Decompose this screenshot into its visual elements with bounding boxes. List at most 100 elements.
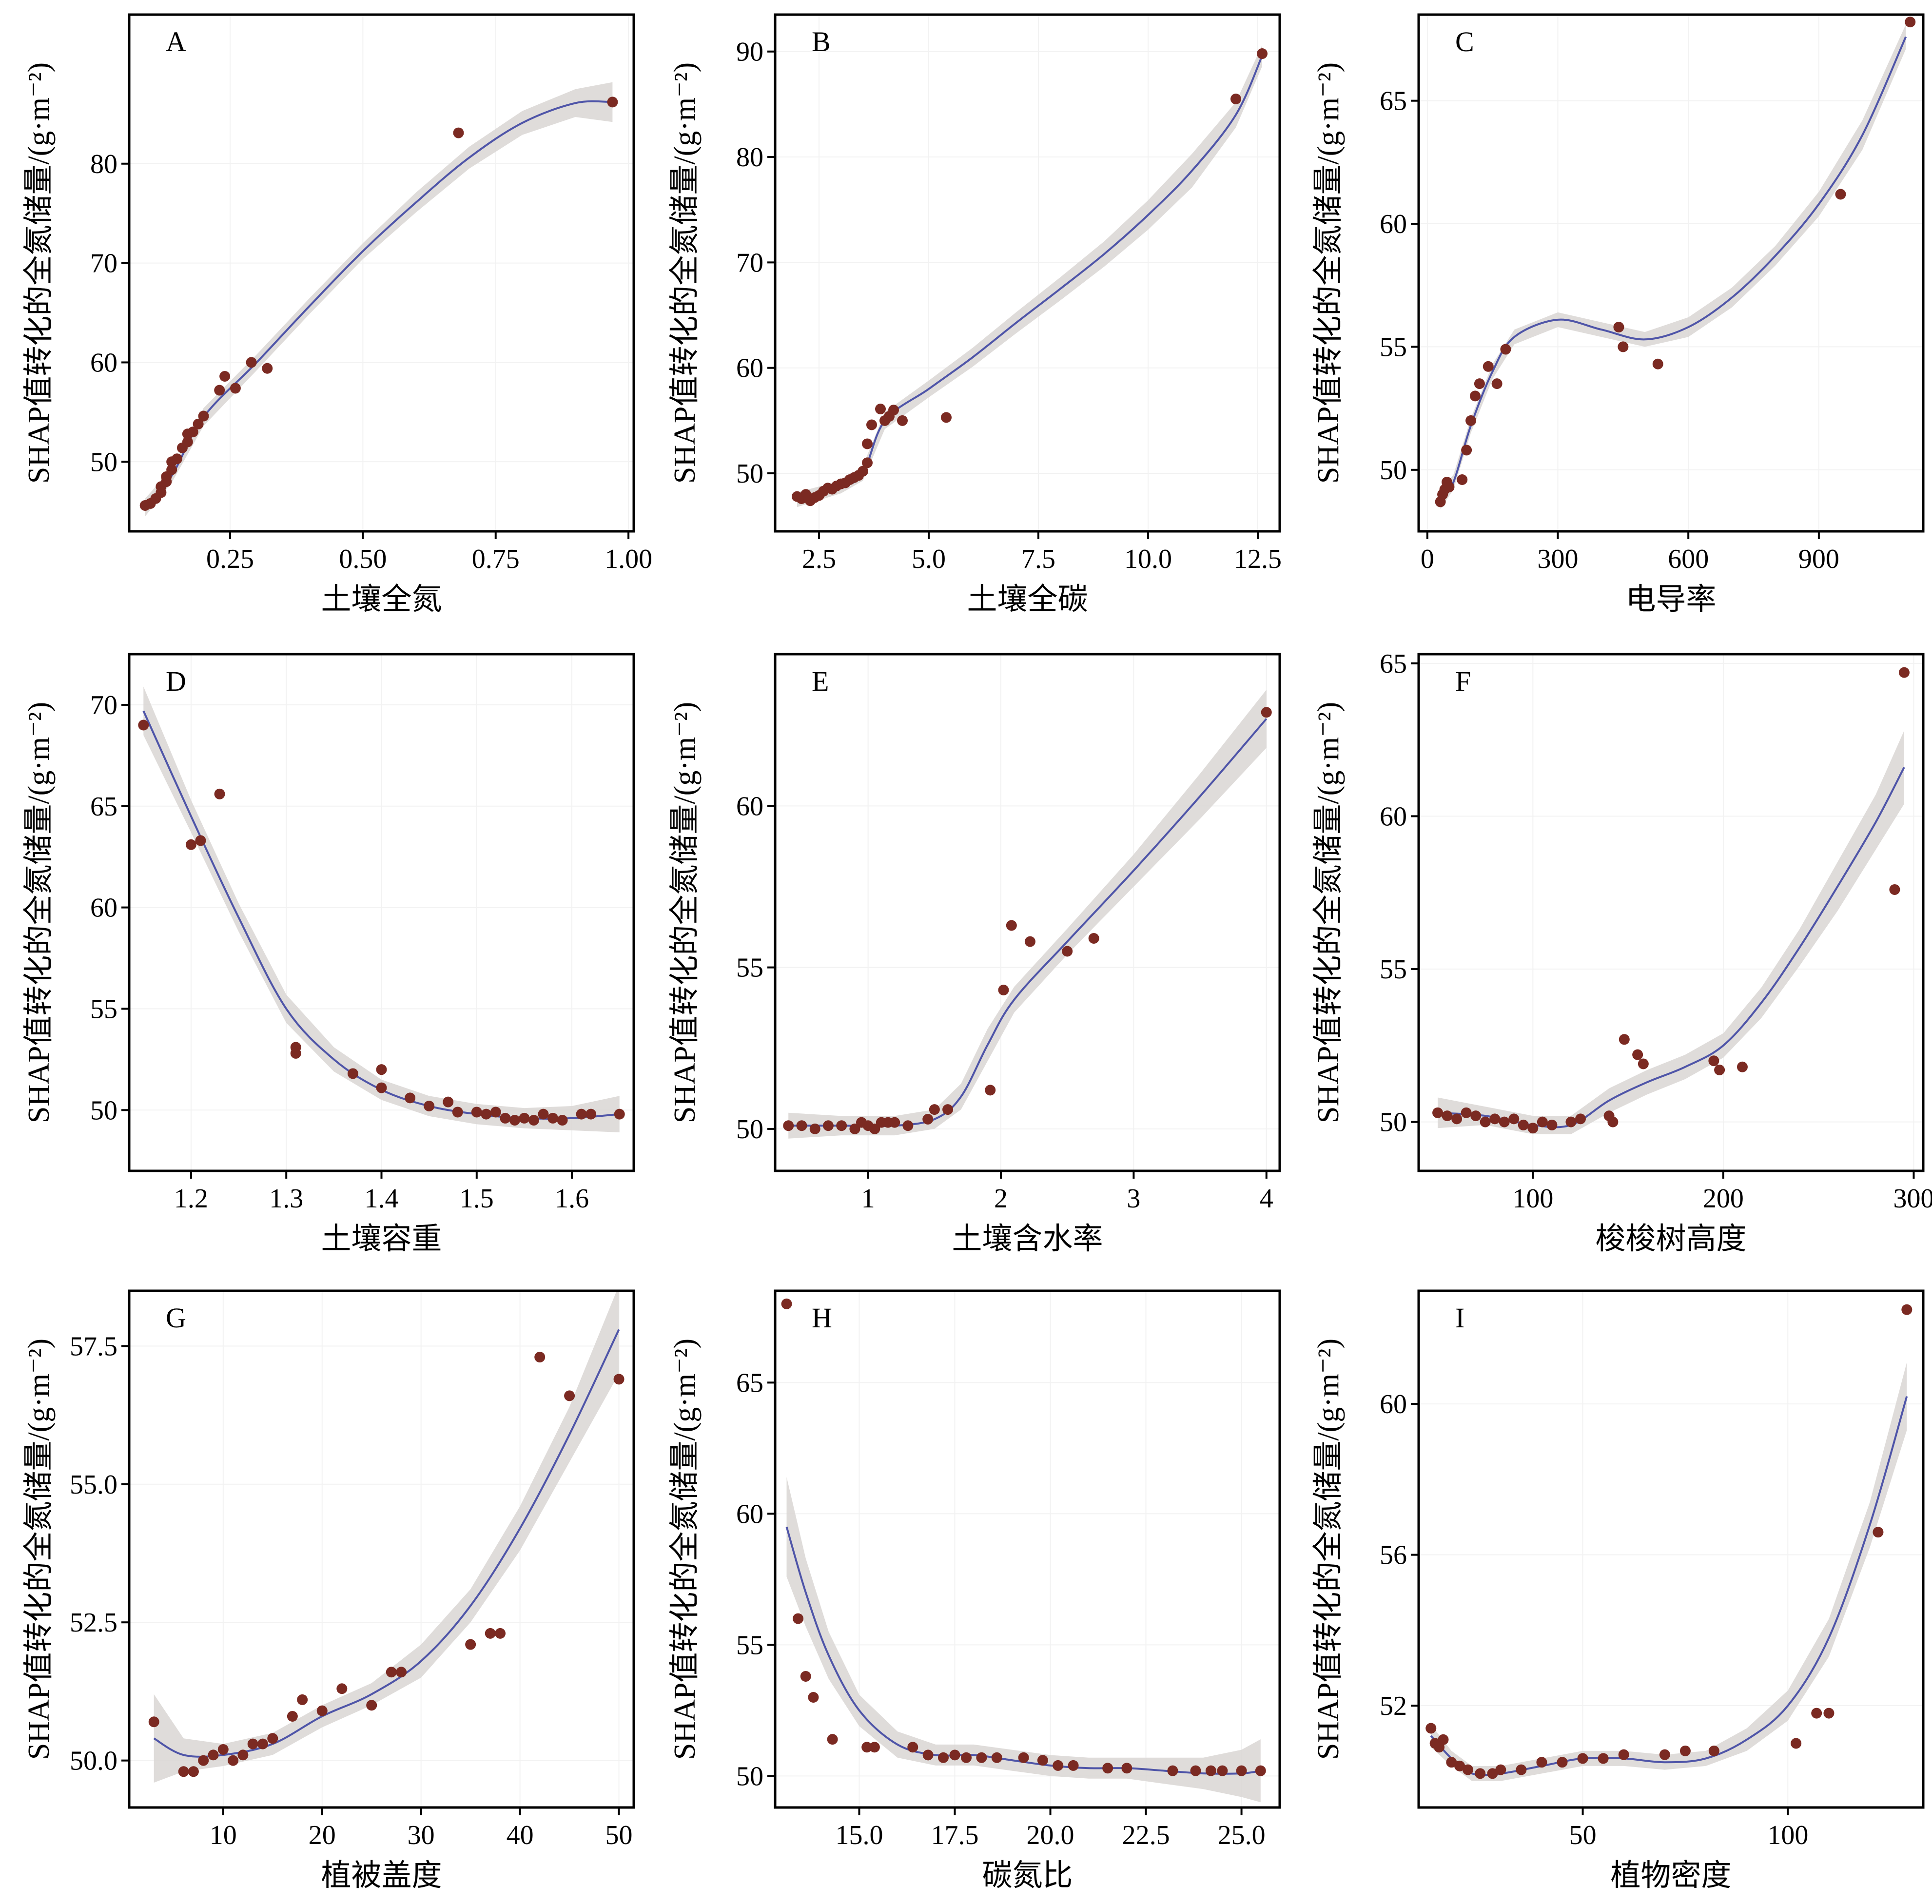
- data-point: [1190, 1765, 1201, 1776]
- data-point: [861, 1742, 873, 1753]
- data-point: [1255, 1765, 1266, 1776]
- panel-e: 1 2 3 4 50 55 60 E 土壤含水率 SHAP值转化的全氮储量/(g·m⁻²): [668, 653, 1281, 1256]
- data-point: [1811, 1708, 1822, 1719]
- panel-c: 0 300 600 900 50 55 60 65 C 电导率 SHAP值转化的全氮储量/(g·m⁻…: [1312, 13, 1925, 616]
- data-point: [1823, 1708, 1834, 1719]
- data-point: [998, 985, 1009, 995]
- data-point: [405, 1092, 416, 1104]
- gridlines: [1419, 654, 1923, 1171]
- y-tick-label: 90: [736, 37, 763, 67]
- y-tick-label: 57.5: [70, 1331, 117, 1361]
- data-point: [929, 1104, 940, 1115]
- plot-area: [783, 689, 1272, 1139]
- gridlines: [775, 1291, 1280, 1807]
- data-point: [1873, 1527, 1884, 1538]
- data-point: [1737, 1061, 1748, 1072]
- x-tick-label: 1.00: [605, 544, 652, 574]
- x-tick-label: 0.25: [206, 544, 254, 574]
- y-tick-label: 55: [736, 1630, 763, 1660]
- data-point: [869, 1742, 880, 1753]
- x-tick-label: 10.0: [1124, 544, 1172, 574]
- data-point: [178, 1766, 189, 1777]
- data-point: [1495, 1764, 1506, 1775]
- data-point: [613, 1374, 624, 1385]
- data-point: [1487, 1768, 1498, 1779]
- data-point: [1577, 1753, 1588, 1764]
- y-axis-title: SHAP值转化的全氮储量/(g·m⁻²): [22, 702, 56, 1123]
- data-point: [1465, 415, 1477, 426]
- x-tick-label: 2: [994, 1184, 1008, 1214]
- data-point: [485, 1628, 496, 1639]
- data-point: [538, 1108, 549, 1120]
- data-point: [1536, 1757, 1547, 1768]
- x-tick-label: 30: [408, 1820, 435, 1850]
- panel-letter: G: [166, 1302, 186, 1334]
- data-point: [1474, 378, 1485, 389]
- x-tick-label: 300: [1538, 544, 1579, 574]
- data-point: [557, 1115, 568, 1126]
- data-point: [1432, 1107, 1444, 1118]
- data-point: [922, 1749, 934, 1761]
- data-point: [1500, 344, 1511, 355]
- data-point: [1619, 1034, 1630, 1045]
- fit-line: [144, 100, 613, 508]
- x-axis-title: 土壤容重: [321, 1223, 442, 1256]
- data-point: [443, 1096, 454, 1107]
- y-axis-title: SHAP值转化的全氮储量/(g·m⁻²): [1312, 62, 1345, 484]
- data-point: [985, 1085, 996, 1096]
- data-point: [1454, 1760, 1465, 1771]
- data-point: [500, 1112, 511, 1124]
- x-tick-label: 100: [1512, 1184, 1553, 1214]
- plot-frame: [774, 653, 1281, 1172]
- fit-line: [1437, 767, 1905, 1128]
- panel-letter: A: [166, 26, 186, 58]
- y-tick-label: 50: [736, 459, 763, 489]
- data-point: [219, 371, 231, 382]
- gridlines: [775, 15, 1280, 531]
- data-point: [1575, 1113, 1586, 1125]
- gridlines: [1419, 15, 1923, 531]
- plot-area: [1432, 667, 1910, 1134]
- y-axis-title: SHAP值转化的全氮储量/(g·m⁻²): [668, 62, 702, 484]
- data-point: [1714, 1065, 1725, 1076]
- data-point: [1527, 1123, 1539, 1134]
- data-point: [796, 1120, 807, 1131]
- y-tick-label: 50: [736, 1761, 763, 1791]
- data-point: [827, 1734, 838, 1745]
- data-point: [547, 1112, 559, 1124]
- data-point: [1470, 1110, 1482, 1122]
- data-point: [148, 1716, 159, 1728]
- x-tick-label: 3: [1127, 1184, 1140, 1214]
- confidence-band: [1431, 1362, 1907, 1781]
- gridlines: [129, 1291, 634, 1807]
- x-axis-title: 植物密度: [1610, 1859, 1731, 1892]
- y-tick-label: 60: [1380, 209, 1407, 239]
- data-point: [793, 1613, 804, 1624]
- data-point: [1905, 17, 1916, 28]
- data-point: [1652, 358, 1663, 369]
- data-point: [961, 1752, 972, 1763]
- fit-line: [797, 55, 1263, 501]
- data-point: [1546, 1119, 1558, 1130]
- data-point: [1489, 1113, 1501, 1125]
- x-tick-label: 300: [1893, 1184, 1932, 1214]
- data-point: [1442, 1110, 1453, 1122]
- data-point: [471, 1107, 482, 1118]
- y-axis-title: SHAP值转化的全氮储量/(g·m⁻²): [668, 1339, 702, 1760]
- x-tick-label: 25.0: [1218, 1820, 1266, 1850]
- data-point: [976, 1752, 987, 1763]
- y-tick-label: 60: [90, 348, 117, 378]
- data-point: [1499, 1116, 1510, 1127]
- y-tick-label: 55: [736, 953, 763, 983]
- data-point: [1053, 1760, 1064, 1771]
- data-point: [1121, 1763, 1132, 1774]
- data-point: [1835, 189, 1846, 200]
- confidence-band: [788, 689, 1267, 1139]
- data-point: [862, 457, 873, 468]
- x-tick-label: 5.0: [912, 544, 946, 574]
- x-tick-label: 0: [1421, 544, 1434, 574]
- data-point: [869, 1123, 880, 1134]
- plot-area: [1435, 17, 1916, 509]
- y-tick-label: 65: [90, 792, 117, 822]
- data-point: [1167, 1765, 1178, 1776]
